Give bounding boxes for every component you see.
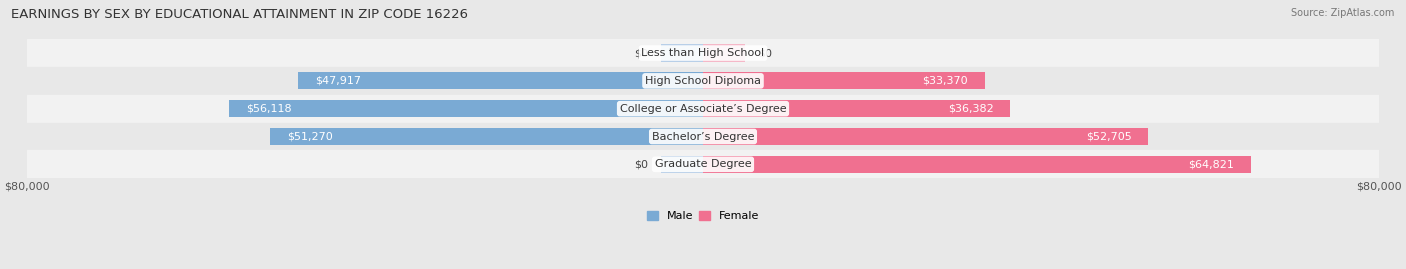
Text: $0: $0 (758, 48, 772, 58)
Bar (703, 156, 1251, 173)
Text: $33,370: $33,370 (922, 76, 969, 86)
Text: Less than High School: Less than High School (641, 48, 765, 58)
Bar (298, 72, 703, 90)
Text: College or Associate’s Degree: College or Associate’s Degree (620, 104, 786, 114)
Bar (27, 123, 1379, 150)
Bar (703, 100, 1011, 117)
Text: Graduate Degree: Graduate Degree (655, 159, 751, 169)
Bar (661, 44, 703, 62)
Text: $56,118: $56,118 (246, 104, 291, 114)
Bar (703, 72, 986, 90)
Text: Bachelor’s Degree: Bachelor’s Degree (652, 132, 754, 141)
Text: EARNINGS BY SEX BY EDUCATIONAL ATTAINMENT IN ZIP CODE 16226: EARNINGS BY SEX BY EDUCATIONAL ATTAINMEN… (11, 8, 468, 21)
Bar (270, 128, 703, 145)
Bar (27, 150, 1379, 178)
Bar (27, 67, 1379, 95)
Text: $0: $0 (634, 48, 648, 58)
Bar (229, 100, 703, 117)
Bar (27, 39, 1379, 67)
Text: $0: $0 (634, 159, 648, 169)
Text: High School Diploma: High School Diploma (645, 76, 761, 86)
Text: $36,382: $36,382 (948, 104, 994, 114)
Text: Source: ZipAtlas.com: Source: ZipAtlas.com (1291, 8, 1395, 18)
Bar (27, 95, 1379, 123)
Text: $51,270: $51,270 (287, 132, 332, 141)
Legend: Male, Female: Male, Female (643, 206, 763, 225)
Text: $47,917: $47,917 (315, 76, 361, 86)
Bar (703, 44, 745, 62)
Bar (703, 128, 1149, 145)
Text: $52,705: $52,705 (1085, 132, 1132, 141)
Text: $64,821: $64,821 (1188, 159, 1234, 169)
Bar (661, 156, 703, 173)
